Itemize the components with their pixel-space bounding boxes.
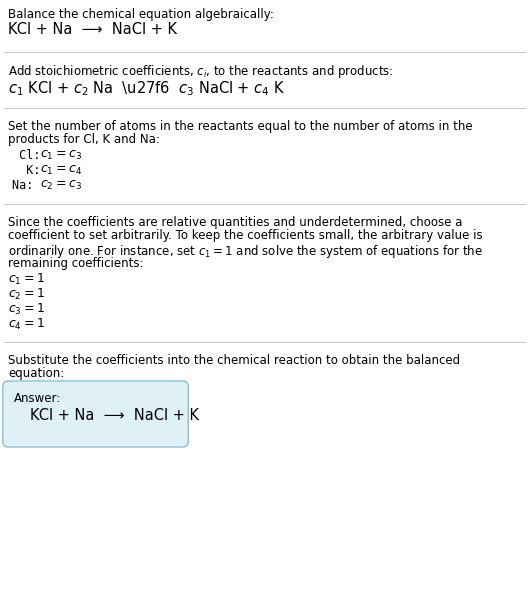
Text: $c_4 = 1$: $c_4 = 1$ [8, 317, 45, 332]
Text: Set the number of atoms in the reactants equal to the number of atoms in the: Set the number of atoms in the reactants… [8, 120, 472, 133]
Text: Since the coefficients are relative quantities and underdetermined, choose a: Since the coefficients are relative quan… [8, 216, 462, 229]
Text: $c_2 = c_3$: $c_2 = c_3$ [40, 179, 82, 192]
Text: $c_3 = 1$: $c_3 = 1$ [8, 302, 45, 317]
Text: coefficient to set arbitrarily. To keep the coefficients small, the arbitrary va: coefficient to set arbitrarily. To keep … [8, 230, 482, 242]
FancyBboxPatch shape [3, 381, 188, 447]
Text: Substitute the coefficients into the chemical reaction to obtain the balanced: Substitute the coefficients into the che… [8, 354, 460, 367]
Text: remaining coefficients:: remaining coefficients: [8, 256, 143, 270]
Text: $c_1 = 1$: $c_1 = 1$ [8, 272, 45, 287]
Text: K:: K: [12, 164, 54, 177]
Text: equation:: equation: [8, 367, 64, 380]
Text: Answer:: Answer: [14, 392, 61, 405]
Text: products for Cl, K and Na:: products for Cl, K and Na: [8, 133, 160, 147]
Text: Na:: Na: [12, 179, 48, 192]
Text: $c_1 = c_3$: $c_1 = c_3$ [40, 149, 82, 162]
Text: Balance the chemical equation algebraically:: Balance the chemical equation algebraica… [8, 8, 274, 21]
Text: $c_2 = 1$: $c_2 = 1$ [8, 287, 45, 302]
Text: KCl + Na  ⟶  NaCl + K: KCl + Na ⟶ NaCl + K [30, 408, 199, 423]
Text: Cl:: Cl: [12, 149, 54, 162]
Text: KCl + Na  ⟶  NaCl + K: KCl + Na ⟶ NaCl + K [8, 22, 177, 37]
Text: $c_1$ KCl + $c_2$ Na  \u27f6  $c_3$ NaCl + $c_4$ K: $c_1$ KCl + $c_2$ Na \u27f6 $c_3$ NaCl +… [8, 79, 285, 98]
Text: Add stoichiometric coefficients, $c_i$, to the reactants and products:: Add stoichiometric coefficients, $c_i$, … [8, 63, 394, 80]
Text: ordinarily one. For instance, set $c_1 = 1$ and solve the system of equations fo: ordinarily one. For instance, set $c_1 =… [8, 243, 483, 260]
Text: $c_1 = c_4$: $c_1 = c_4$ [40, 164, 82, 177]
